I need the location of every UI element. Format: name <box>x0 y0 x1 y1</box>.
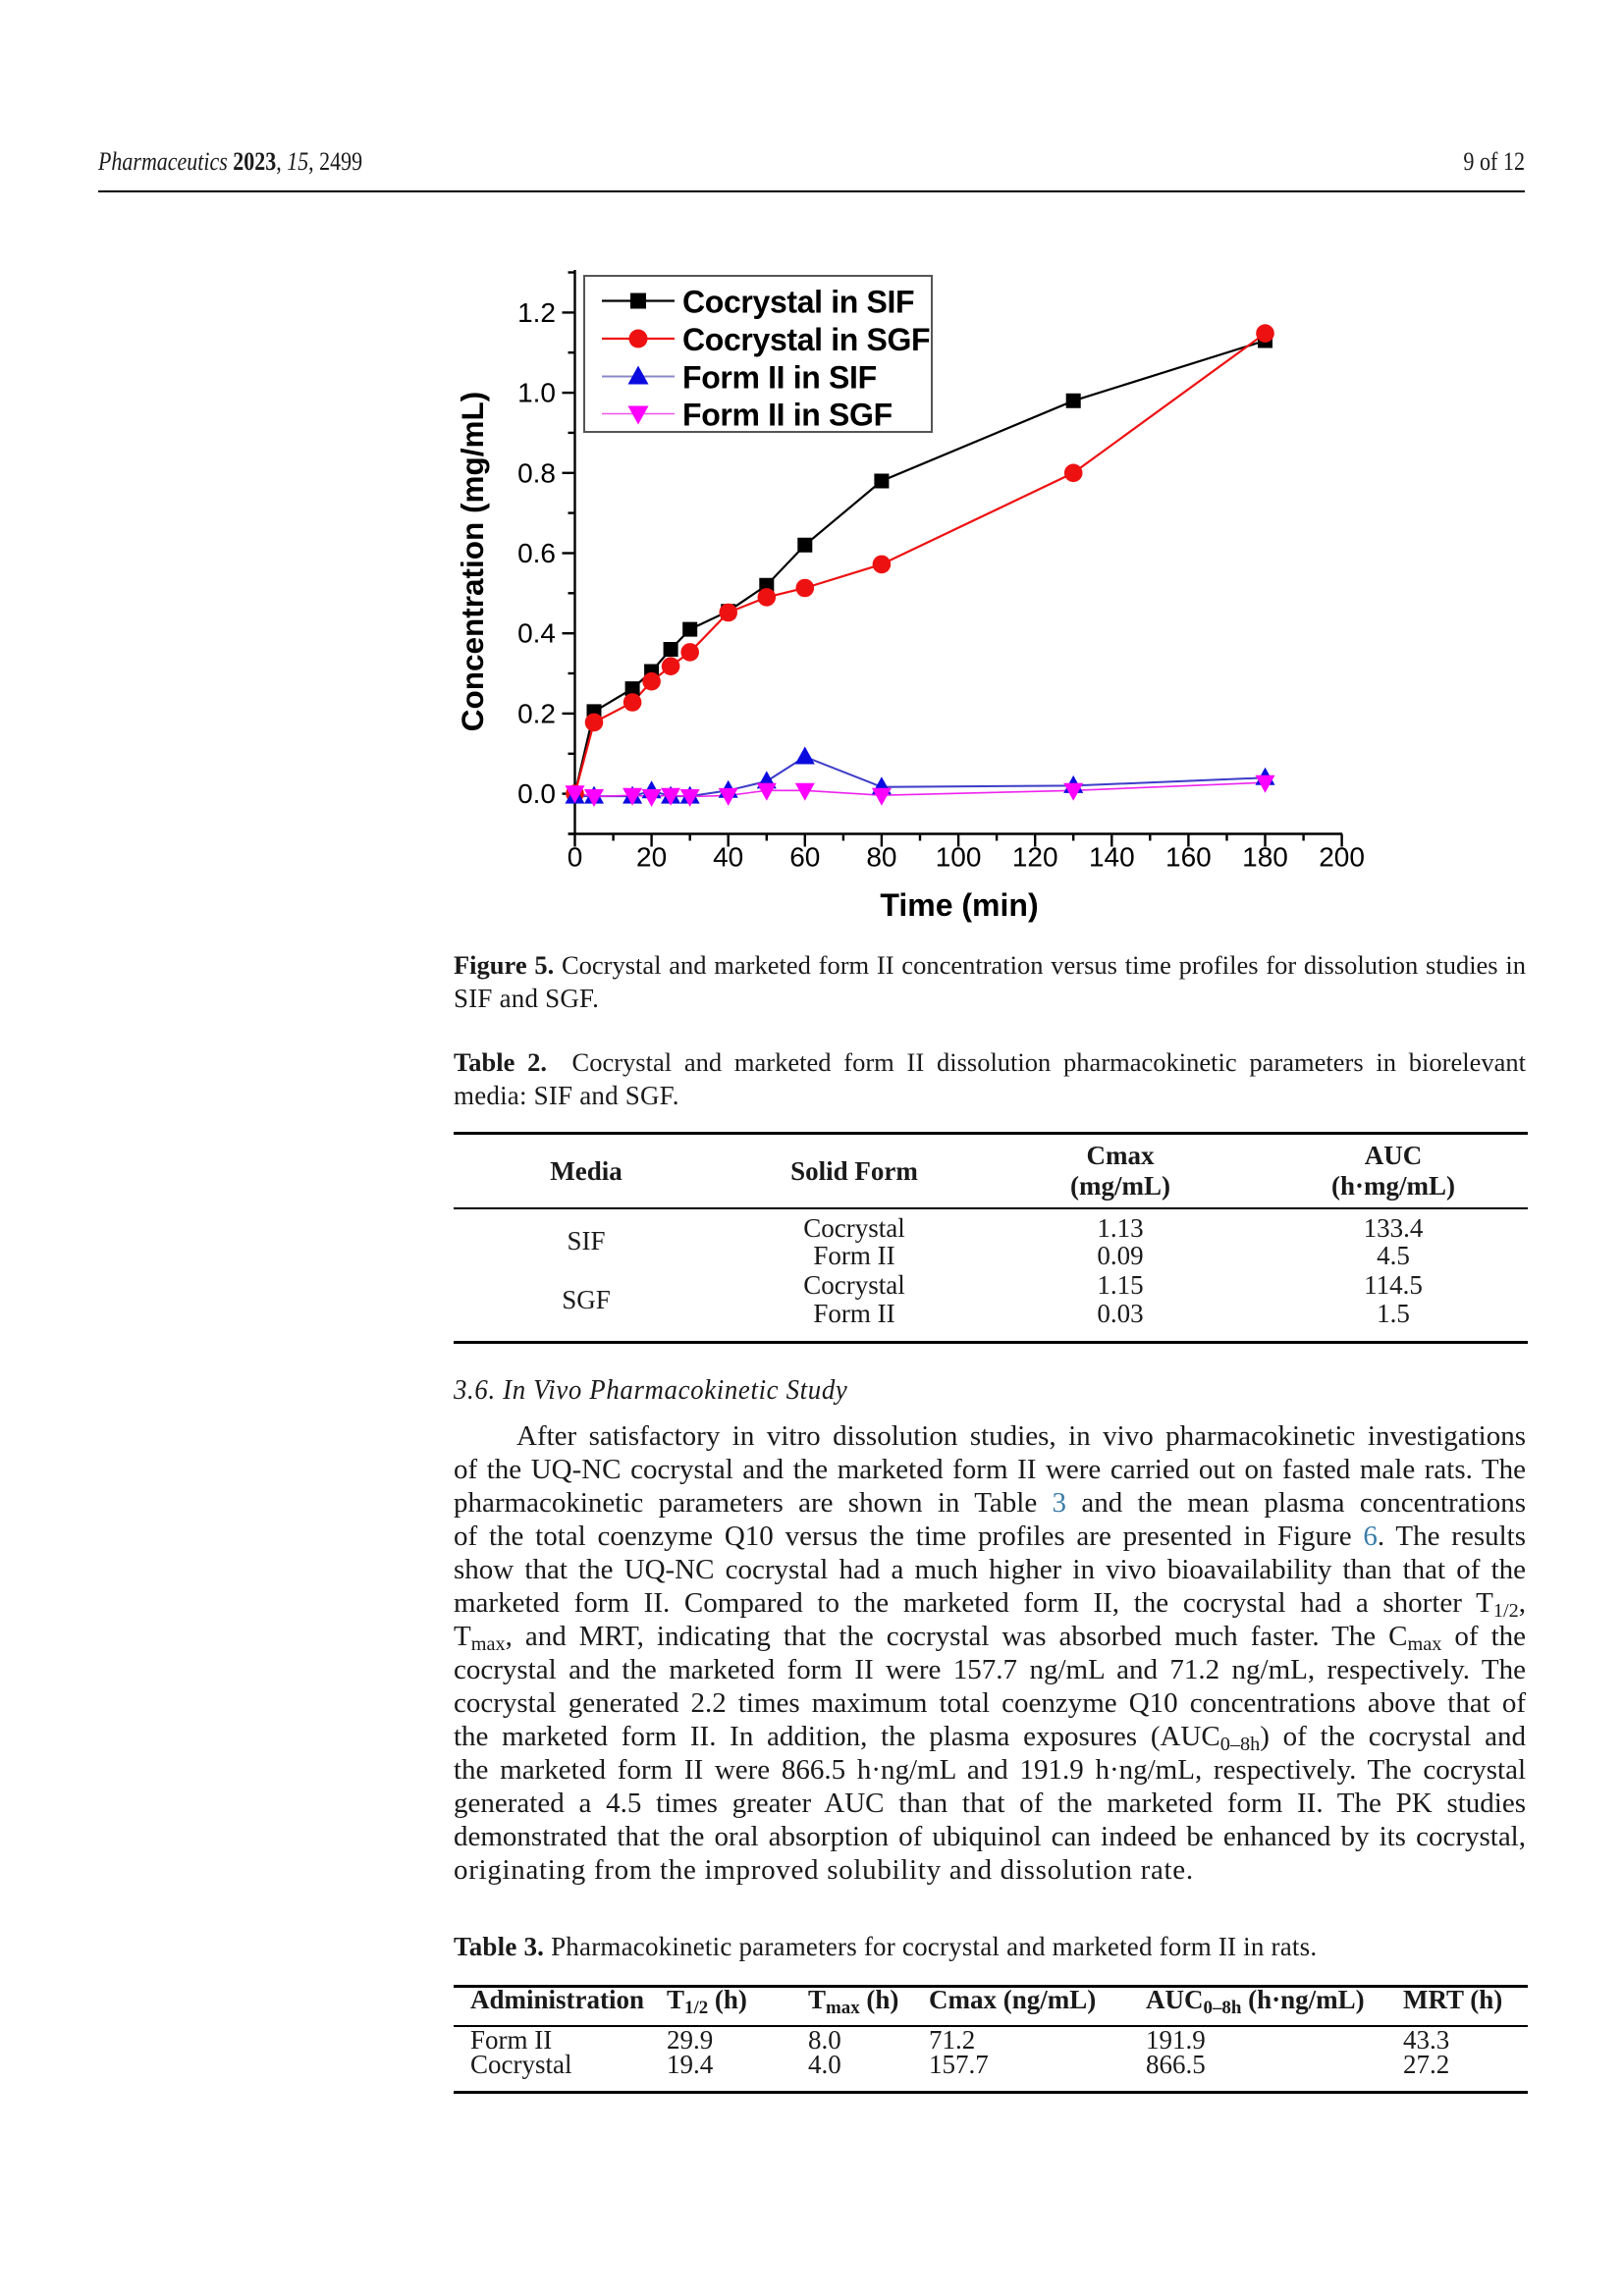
svg-text:40: 40 <box>713 842 743 873</box>
svg-text:1.0: 1.0 <box>517 378 556 408</box>
svg-text:180: 180 <box>1242 842 1288 873</box>
svg-text:Concentration (mg/mL): Concentration (mg/mL) <box>455 392 490 732</box>
svg-text:1.2: 1.2 <box>517 297 556 328</box>
svg-text:0.2: 0.2 <box>517 698 556 728</box>
svg-text:20: 20 <box>636 842 667 873</box>
svg-text:160: 160 <box>1165 842 1212 873</box>
svg-text:Time (min): Time (min) <box>880 887 1038 923</box>
svg-text:60: 60 <box>789 842 820 873</box>
svg-text:100: 100 <box>936 842 982 873</box>
svg-text:Form II in SGF: Form II in SGF <box>682 398 893 433</box>
svg-text:Cocrystal in SGF: Cocrystal in SGF <box>682 322 930 357</box>
svg-text:Form II in SIF: Form II in SIF <box>682 360 877 396</box>
svg-text:120: 120 <box>1012 842 1058 873</box>
svg-text:0.8: 0.8 <box>517 457 556 488</box>
svg-text:0: 0 <box>568 842 583 873</box>
svg-text:0.0: 0.0 <box>517 778 556 809</box>
svg-text:200: 200 <box>1319 842 1365 873</box>
svg-text:Cocrystal in SIF: Cocrystal in SIF <box>682 285 914 320</box>
svg-text:0.6: 0.6 <box>517 538 556 568</box>
svg-text:80: 80 <box>866 842 896 873</box>
svg-text:140: 140 <box>1089 842 1135 873</box>
svg-text:0.4: 0.4 <box>517 618 556 649</box>
